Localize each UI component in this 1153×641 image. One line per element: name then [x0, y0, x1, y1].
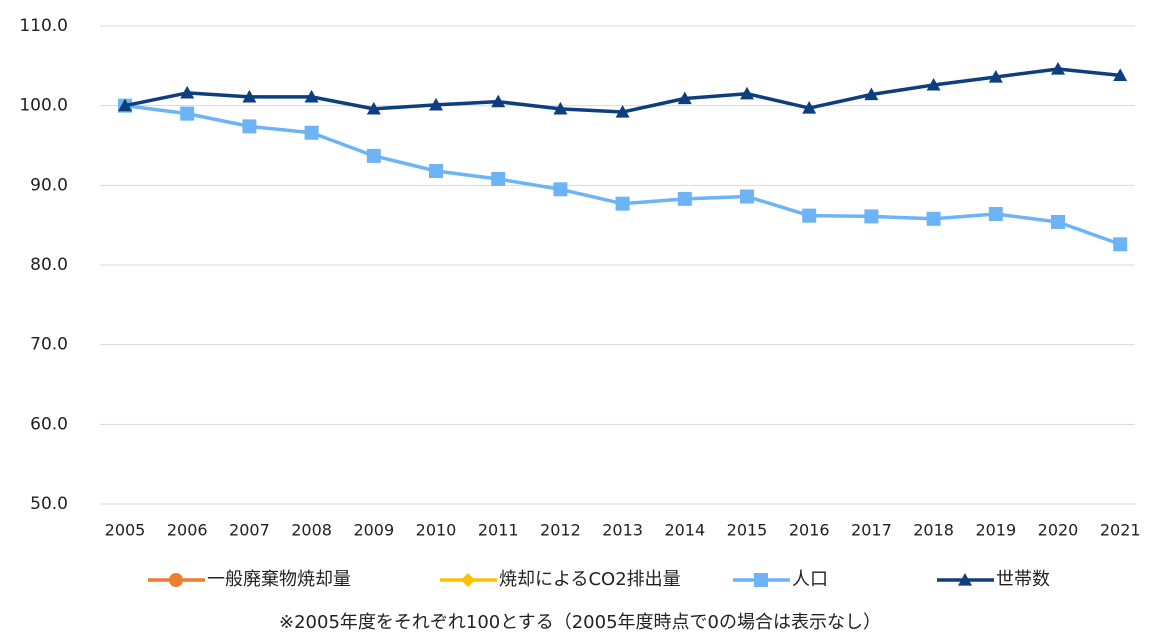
- marker: [366, 148, 381, 163]
- x-tick-label: 2011: [478, 521, 519, 540]
- marker: [242, 119, 257, 134]
- marker: [1113, 237, 1128, 252]
- x-tick-label: 2005: [105, 521, 146, 540]
- x-tick-label: 2016: [789, 521, 830, 540]
- legend-label: 一般廃棄物焼却量: [207, 569, 351, 590]
- x-tick-label: 2009: [353, 521, 394, 540]
- legend-marker: [461, 573, 475, 587]
- legend-label: 世帯数: [996, 569, 1050, 590]
- marker: [864, 209, 879, 224]
- marker: [1051, 214, 1065, 229]
- x-tick-label: 2010: [416, 521, 457, 540]
- x-tick-label: 2006: [167, 521, 208, 540]
- y-tick-label: 80.0: [30, 255, 68, 275]
- marker: [615, 105, 630, 118]
- marker: [180, 106, 195, 121]
- footnote: ※2005年度をそれぞれ100とする（2005年度時点で0の場合は表示なし）: [279, 612, 881, 633]
- y-tick-label: 90.0: [30, 175, 68, 195]
- marker: [926, 77, 941, 91]
- series-line: [124, 103, 1121, 246]
- marker: [553, 101, 568, 115]
- marker: [802, 208, 817, 223]
- marker: [615, 196, 630, 211]
- marker: [118, 98, 132, 112]
- marker: [491, 171, 506, 186]
- marker: [242, 89, 257, 103]
- x-tick-label: 2021: [1100, 521, 1141, 540]
- legend-marker: [169, 573, 183, 587]
- marker: [1113, 68, 1128, 81]
- marker: [553, 182, 568, 197]
- legend-marker: [754, 573, 768, 587]
- marker: [1051, 62, 1065, 75]
- marker: [926, 211, 941, 226]
- y-tick-label: 70.0: [30, 335, 68, 355]
- marker: [677, 91, 692, 105]
- marker: [802, 101, 817, 114]
- marker: [677, 191, 692, 206]
- marker: [429, 97, 443, 111]
- x-tick-label: 2018: [913, 521, 954, 540]
- marker: [740, 189, 754, 204]
- x-tick-label: 2015: [727, 521, 768, 540]
- marker: [988, 207, 1003, 222]
- marker: [429, 163, 443, 178]
- y-tick-label: 100.0: [19, 96, 68, 116]
- marker: [304, 89, 319, 103]
- marker: [491, 94, 506, 108]
- x-tick-label: 2014: [664, 521, 705, 540]
- marker: [180, 85, 195, 99]
- legend-label: 焼却によるCO2排出量: [499, 569, 681, 590]
- x-tick-label: 2013: [602, 521, 643, 540]
- x-tick-label: 2017: [851, 521, 892, 540]
- marker: [988, 69, 1003, 83]
- marker: [864, 87, 879, 101]
- y-tick-label: 110.0: [19, 16, 68, 36]
- marker: [366, 101, 381, 115]
- legend-label: 人口: [792, 569, 828, 590]
- marker: [304, 125, 319, 140]
- x-tick-label: 2007: [229, 521, 270, 540]
- x-tick-label: 2008: [291, 521, 332, 540]
- x-tick-label: 2019: [975, 521, 1016, 540]
- y-tick-label: 50.0: [30, 494, 68, 514]
- legend-marker: [958, 573, 972, 586]
- x-tick-label: 2020: [1038, 521, 1079, 540]
- x-tick-label: 2012: [540, 521, 581, 540]
- marker: [740, 86, 754, 100]
- y-tick-label: 60.0: [30, 414, 68, 434]
